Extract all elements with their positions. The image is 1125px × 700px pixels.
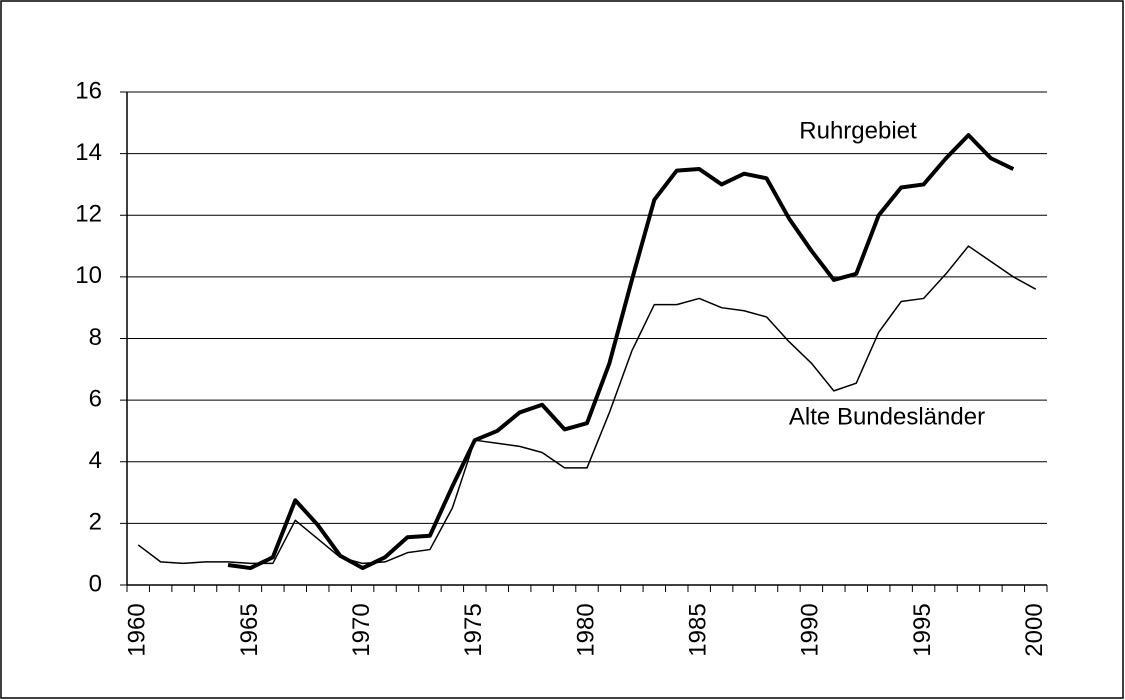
series-line <box>227 133 1015 571</box>
y-tick-label: 4 <box>89 447 102 474</box>
x-tick-label: 1980 <box>572 603 599 656</box>
y-tick-label: 2 <box>89 509 102 536</box>
x-tick-label: 2000 <box>1021 603 1048 656</box>
x-tick-label: 1970 <box>348 603 375 656</box>
x-tick-label: 1995 <box>909 603 936 656</box>
y-tick-label: 16 <box>75 77 102 104</box>
y-tick-label: 12 <box>75 201 102 228</box>
x-tick-label: 1965 <box>236 603 263 656</box>
x-tick-label: 1990 <box>797 603 824 656</box>
x-tick-label: 1985 <box>685 603 712 656</box>
y-tick-label: 8 <box>89 324 102 351</box>
y-tick-label: 6 <box>89 385 102 412</box>
x-tick-label: 1960 <box>124 603 151 656</box>
x-tick-label: 1975 <box>460 603 487 656</box>
series-label: Alte Bundesländer <box>789 403 985 430</box>
y-tick-label: 0 <box>89 570 102 597</box>
series-label: Ruhrgebiet <box>799 117 917 144</box>
y-tick-label: 10 <box>75 262 102 289</box>
y-tick-label: 14 <box>75 139 102 166</box>
series-line <box>137 245 1037 565</box>
